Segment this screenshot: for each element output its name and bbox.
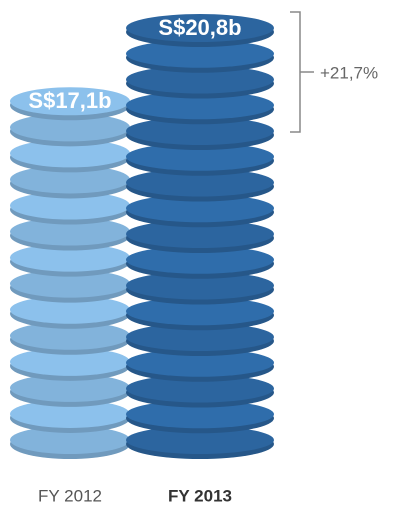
coin xyxy=(126,323,274,351)
coin xyxy=(126,245,274,274)
coin xyxy=(10,113,130,142)
coin xyxy=(126,271,274,300)
x-tick-label: FY 2012 xyxy=(38,486,102,505)
coin xyxy=(126,374,274,403)
annotation: +21,7% xyxy=(320,63,378,82)
coin xyxy=(10,426,130,454)
coin-stack xyxy=(126,14,274,459)
coin xyxy=(126,14,274,42)
coin xyxy=(126,297,274,326)
coin xyxy=(10,269,130,298)
coin xyxy=(126,426,274,454)
value-label: S$17,1b xyxy=(28,88,111,113)
coin xyxy=(126,168,274,197)
coin xyxy=(126,117,274,145)
coin xyxy=(126,194,274,223)
coin xyxy=(126,39,274,68)
coin xyxy=(126,220,274,248)
coin xyxy=(10,243,130,272)
bracket xyxy=(290,11,314,133)
coin xyxy=(126,400,274,429)
coin xyxy=(10,347,130,376)
coin xyxy=(10,295,130,324)
coin xyxy=(10,139,130,168)
coin xyxy=(10,373,130,402)
coin xyxy=(10,87,130,116)
x-tick-label: FY 2013 xyxy=(168,486,232,505)
coin xyxy=(10,399,130,428)
coin-stack xyxy=(10,87,130,459)
coin xyxy=(10,321,130,350)
value-label: S$20,8b xyxy=(158,15,241,40)
coin xyxy=(10,165,130,194)
coin xyxy=(10,191,130,220)
coin xyxy=(126,65,274,94)
coin xyxy=(126,348,274,377)
coin xyxy=(126,142,274,171)
coin xyxy=(10,217,130,246)
coin xyxy=(126,91,274,120)
